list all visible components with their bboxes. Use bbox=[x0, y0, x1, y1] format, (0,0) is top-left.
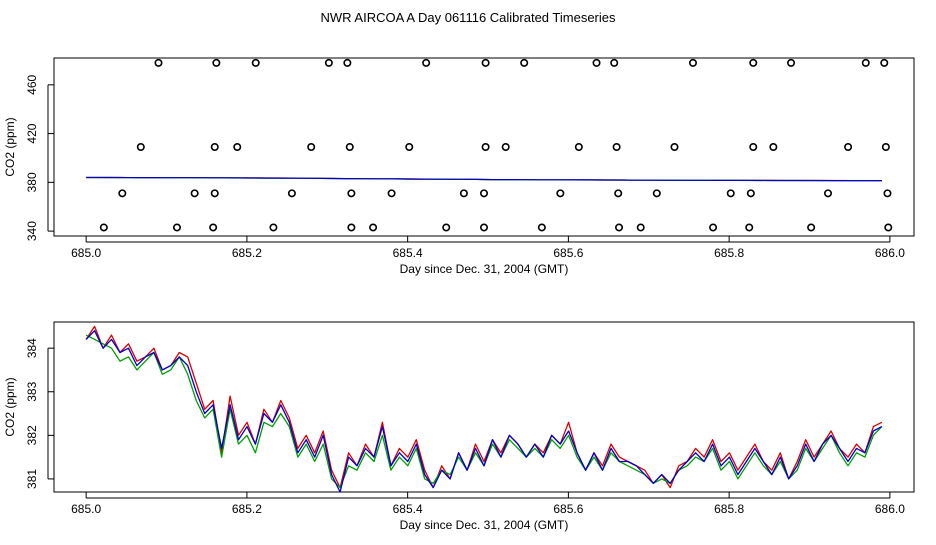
data-point bbox=[405, 143, 414, 152]
data-point bbox=[287, 189, 296, 198]
data-point bbox=[670, 143, 679, 152]
x-tick-label: 685.6 bbox=[553, 246, 583, 260]
data-point bbox=[592, 58, 601, 67]
data-point bbox=[537, 223, 546, 232]
x-tick-label: 685.2 bbox=[232, 502, 262, 516]
data-point bbox=[844, 143, 853, 152]
data-point bbox=[307, 143, 316, 152]
x-tick-label: 685.4 bbox=[393, 502, 423, 516]
data-point bbox=[172, 223, 181, 232]
data-point bbox=[345, 143, 354, 152]
data-point bbox=[479, 189, 488, 198]
data-point bbox=[324, 58, 333, 67]
data-point bbox=[459, 189, 468, 198]
data-point bbox=[99, 223, 108, 232]
data-point bbox=[343, 58, 352, 67]
x-tick-label: 685.8 bbox=[714, 246, 744, 260]
data-point bbox=[612, 143, 621, 152]
x-tick-label: 685.6 bbox=[553, 502, 583, 516]
series-line-2 bbox=[86, 176, 882, 182]
x-tick-label: 685.4 bbox=[393, 246, 423, 260]
data-point bbox=[251, 58, 260, 67]
data-point bbox=[442, 223, 451, 232]
data-point bbox=[615, 223, 624, 232]
series-line-2 bbox=[85, 330, 883, 493]
data-point bbox=[880, 58, 889, 67]
page-title: NWR AIRCOA A Day 061116 Calibrated Times… bbox=[320, 10, 616, 25]
data-point bbox=[769, 143, 778, 152]
plot-frame bbox=[53, 57, 915, 237]
data-point bbox=[726, 189, 735, 198]
x-tick-label: 685.0 bbox=[71, 246, 101, 260]
data-point bbox=[387, 189, 396, 198]
y-tick-label: 380 bbox=[25, 172, 39, 192]
data-point bbox=[556, 189, 565, 198]
x-tick-label: 685.2 bbox=[232, 246, 262, 260]
data-point bbox=[481, 143, 490, 152]
data-point bbox=[118, 189, 127, 198]
y-tick-label: 382 bbox=[25, 425, 39, 445]
data-point bbox=[823, 189, 832, 198]
data-point bbox=[210, 143, 219, 152]
data-point bbox=[574, 143, 583, 152]
data-point bbox=[861, 58, 870, 67]
data-point bbox=[746, 189, 755, 198]
data-point bbox=[136, 143, 145, 152]
y-tick-label: 384 bbox=[25, 338, 39, 358]
data-point bbox=[501, 143, 510, 152]
data-point bbox=[481, 58, 490, 67]
x-axis-label: Day since Dec. 31, 2004 (GMT) bbox=[400, 518, 569, 532]
chart-panel-top: 685.0 685.2 685.4 685.6 685.8 686.0 340 380 420 4… bbox=[3, 57, 915, 276]
data-point bbox=[610, 58, 619, 67]
data-point bbox=[749, 58, 758, 67]
data-point bbox=[883, 189, 892, 198]
data-point bbox=[269, 223, 278, 232]
y-tick-label: 340 bbox=[25, 221, 39, 241]
y-axis-label: CO2 (ppm) bbox=[3, 117, 17, 176]
data-point bbox=[787, 58, 796, 67]
data-point bbox=[807, 223, 816, 232]
chart-panel-bottom: 685.0 685.2 685.4 685.6 685.8 686.0 381 382 383 3… bbox=[3, 321, 915, 532]
data-point bbox=[209, 223, 218, 232]
data-point bbox=[210, 189, 219, 198]
data-point bbox=[479, 223, 488, 232]
data-point bbox=[154, 58, 163, 67]
data-point bbox=[190, 189, 199, 198]
data-point bbox=[745, 223, 754, 232]
data-point bbox=[212, 58, 221, 67]
data-point bbox=[749, 143, 758, 152]
data-point bbox=[233, 143, 242, 152]
y-axis-label: CO2 (ppm) bbox=[3, 377, 17, 436]
y-tick-label: 383 bbox=[25, 381, 39, 401]
data-point bbox=[652, 189, 661, 198]
data-point bbox=[709, 223, 718, 232]
y-tick-label: 460 bbox=[25, 74, 39, 94]
data-point bbox=[881, 143, 890, 152]
data-point bbox=[347, 189, 356, 198]
data-point bbox=[422, 58, 431, 67]
x-tick-label: 686.0 bbox=[875, 246, 905, 260]
data-point bbox=[884, 223, 893, 232]
y-tick-label: 420 bbox=[25, 123, 39, 143]
plot-frame bbox=[53, 321, 915, 493]
data-point bbox=[369, 223, 378, 232]
data-point bbox=[347, 223, 356, 232]
x-axis-label: Day since Dec. 31, 2004 (GMT) bbox=[400, 262, 569, 276]
data-point bbox=[636, 223, 645, 232]
data-point bbox=[614, 189, 623, 198]
x-tick-label: 686.0 bbox=[875, 502, 905, 516]
data-point bbox=[688, 58, 697, 67]
data-point bbox=[520, 58, 529, 67]
y-tick-label: 381 bbox=[25, 469, 39, 489]
x-tick-label: 685.8 bbox=[714, 502, 744, 516]
x-tick-label: 685.0 bbox=[71, 502, 101, 516]
